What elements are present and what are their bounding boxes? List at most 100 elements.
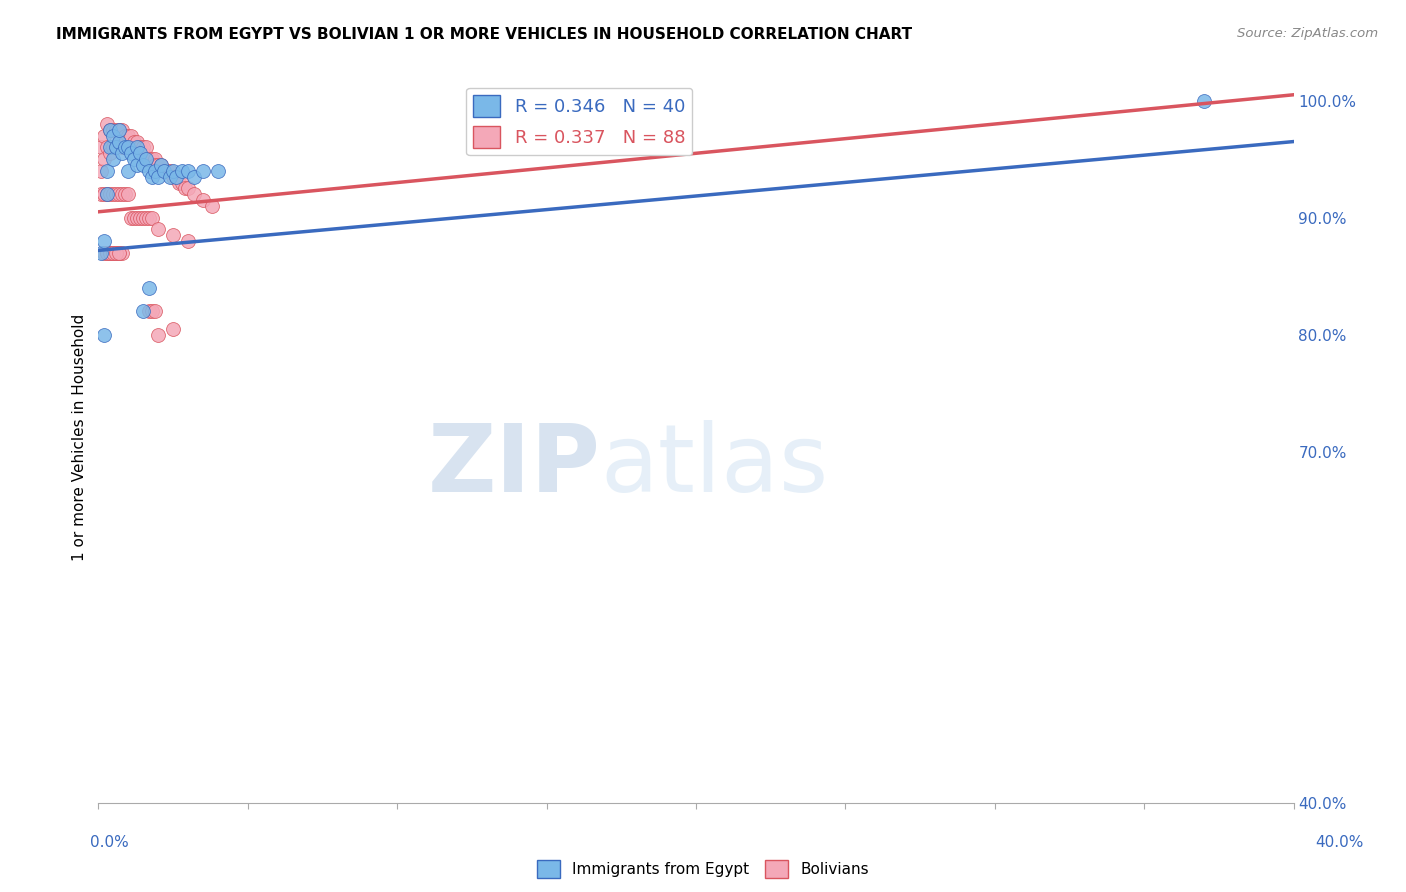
Point: [148, 222, 170, 236]
Point: [93, 152, 115, 166]
Point: [117, 187, 139, 202]
Point: [103, 123, 125, 137]
Point: [124, 140, 146, 154]
Point: [174, 181, 197, 195]
Point: [96, 140, 118, 154]
Point: [150, 158, 173, 172]
Point: [93, 327, 115, 342]
Point: [105, 245, 128, 260]
Point: [114, 140, 136, 154]
Point: [132, 140, 155, 154]
Point: [117, 128, 139, 143]
Point: [93, 245, 115, 260]
Point: [162, 228, 184, 243]
Point: [105, 245, 128, 260]
Point: [129, 211, 152, 225]
Point: [105, 140, 128, 154]
Point: [124, 152, 146, 166]
Text: 40.0%: 40.0%: [1316, 836, 1364, 850]
Point: [129, 146, 152, 161]
Point: [98, 140, 122, 154]
Point: [127, 211, 149, 225]
Point: [129, 140, 152, 154]
Point: [127, 140, 149, 154]
Point: [111, 123, 134, 137]
Point: [138, 152, 160, 166]
Point: [111, 245, 134, 260]
Point: [93, 234, 115, 248]
Point: [127, 135, 149, 149]
Text: Source: ZipAtlas.com: Source: ZipAtlas.com: [1237, 27, 1378, 40]
Point: [138, 164, 160, 178]
Text: IMMIGRANTS FROM EGYPT VS BOLIVIAN 1 OR MORE VEHICLES IN HOUSEHOLD CORRELATION CH: IMMIGRANTS FROM EGYPT VS BOLIVIAN 1 OR M…: [56, 27, 912, 42]
Point: [177, 164, 200, 178]
Point: [135, 152, 157, 166]
Point: [143, 164, 166, 178]
Point: [148, 158, 170, 172]
Point: [165, 169, 187, 184]
Point: [177, 234, 200, 248]
Point: [108, 123, 131, 137]
Legend: Immigrants from Egypt, Bolivians: Immigrants from Egypt, Bolivians: [531, 854, 875, 884]
Point: [117, 164, 139, 178]
Point: [108, 187, 131, 202]
Point: [98, 245, 122, 260]
Point: [114, 187, 136, 202]
Point: [156, 164, 179, 178]
Point: [120, 140, 142, 154]
Point: [103, 245, 125, 260]
Point: [98, 123, 122, 137]
Point: [96, 187, 118, 202]
Point: [90, 164, 112, 178]
Point: [143, 158, 166, 172]
Point: [103, 187, 125, 202]
Point: [111, 187, 134, 202]
Point: [127, 158, 149, 172]
Point: [108, 245, 131, 260]
Point: [124, 135, 146, 149]
Point: [108, 245, 131, 260]
Point: [162, 322, 184, 336]
Point: [108, 135, 131, 149]
Point: [132, 158, 155, 172]
Point: [114, 128, 136, 143]
Point: [93, 128, 115, 143]
Point: [117, 140, 139, 154]
Point: [172, 164, 194, 178]
Point: [172, 176, 194, 190]
Point: [1192, 94, 1215, 108]
Point: [96, 164, 118, 178]
Point: [120, 128, 142, 143]
Point: [138, 281, 160, 295]
Point: [108, 135, 131, 149]
Point: [117, 140, 139, 154]
Point: [191, 193, 214, 207]
Point: [96, 245, 118, 260]
Point: [153, 164, 176, 178]
Point: [159, 164, 181, 178]
Point: [183, 187, 205, 202]
Point: [98, 187, 122, 202]
Point: [105, 123, 128, 137]
Point: [98, 245, 122, 260]
Point: [183, 169, 205, 184]
Point: [153, 164, 176, 178]
Point: [105, 187, 128, 202]
Point: [138, 211, 160, 225]
Point: [93, 187, 115, 202]
Point: [135, 152, 157, 166]
Point: [108, 123, 131, 137]
Legend: R = 0.346   N = 40, R = 0.337   N = 88: R = 0.346 N = 40, R = 0.337 N = 88: [465, 87, 692, 155]
Point: [111, 140, 134, 154]
Point: [90, 140, 112, 154]
Point: [207, 164, 229, 178]
Point: [114, 135, 136, 149]
Point: [96, 245, 118, 260]
Point: [132, 211, 155, 225]
Point: [132, 146, 155, 161]
Point: [105, 140, 128, 154]
Point: [141, 152, 163, 166]
Point: [132, 304, 155, 318]
Point: [177, 181, 200, 195]
Point: [98, 146, 122, 161]
